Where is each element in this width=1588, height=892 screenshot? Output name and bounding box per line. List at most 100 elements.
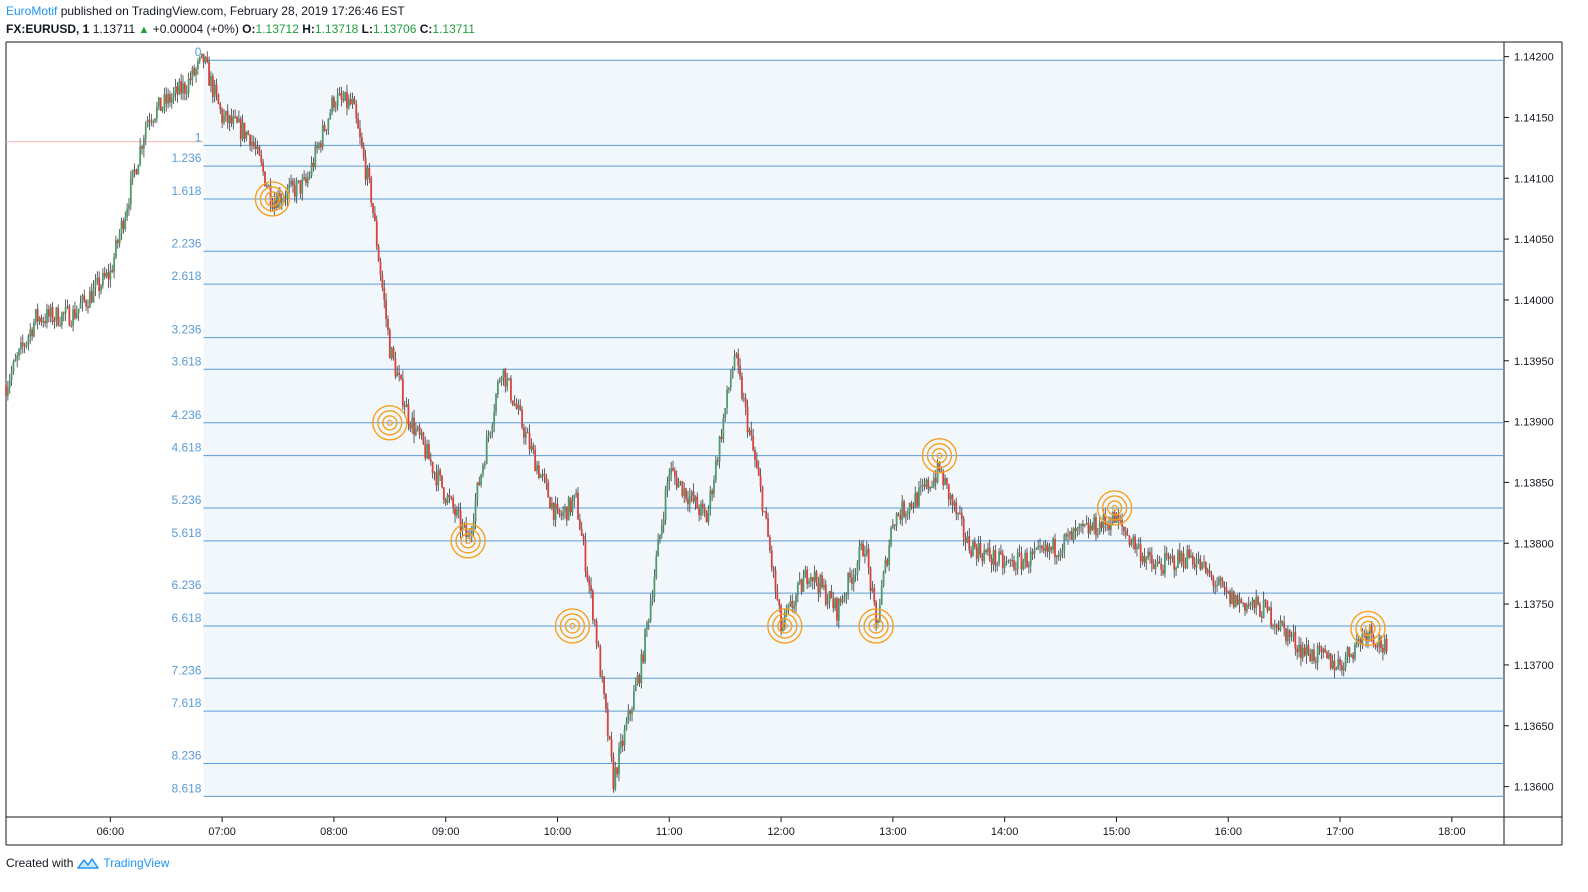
candle-body [653, 576, 656, 598]
price-axis[interactable]: 1.14200 1.14150 1.14100 1.14050 1.14000 1.139… [1504, 52, 1554, 794]
candle-body [215, 84, 218, 95]
candle-body [815, 571, 818, 584]
candle-body [1273, 624, 1276, 627]
candle-body [113, 257, 115, 272]
candle-body [577, 492, 579, 520]
candle-body [770, 550, 773, 568]
target-ring [382, 415, 398, 431]
candle-body [856, 562, 859, 575]
candle-body [163, 94, 166, 108]
candle-body [530, 445, 533, 450]
candle-body [230, 115, 233, 124]
candle-body [370, 177, 373, 204]
candle-body [120, 220, 123, 234]
time-tick-label: 17:00 [1326, 826, 1354, 838]
candle-body [569, 497, 572, 513]
candle-body [383, 287, 386, 301]
price-tick-label: 1.14000 [1514, 295, 1554, 307]
candle-body [381, 275, 384, 288]
candle-body [990, 558, 993, 565]
candle-body [409, 423, 412, 429]
candle-body [575, 492, 578, 495]
candle-body [1000, 551, 1002, 554]
fib-labels: 0 1 1.236 1.618 2.236 2.618 3.236 3.618 4.236 4.6… [171, 45, 201, 795]
candle-body [660, 525, 663, 535]
candle-body [355, 104, 358, 119]
candle-body [241, 122, 244, 139]
candle-body [111, 270, 114, 272]
candle-body [431, 462, 434, 474]
price-change: +0.00004 (+0%) [152, 22, 239, 36]
author-link[interactable]: EuroMotif [6, 4, 58, 18]
fib-level-label: 5.618 [171, 526, 201, 540]
candle-body [1367, 633, 1369, 642]
tradingview-link[interactable]: TradingView [103, 856, 170, 870]
candle-body [1262, 599, 1265, 619]
candle-body [411, 417, 414, 429]
candle-body [224, 110, 227, 116]
candle-body [925, 479, 928, 487]
candle-body [1322, 648, 1325, 653]
candle-body [914, 492, 917, 508]
candle-body [1251, 599, 1254, 603]
candle-body [796, 583, 799, 596]
candle-body [809, 577, 812, 581]
candle-body [14, 359, 17, 362]
candle-body [573, 494, 576, 501]
tradingview-logo-icon [77, 858, 100, 869]
candle-body [310, 162, 313, 176]
fib-band [203, 678, 1504, 712]
candle-body [1011, 559, 1014, 561]
fib-level-label: 4.618 [171, 441, 201, 455]
candle-body [1188, 549, 1191, 558]
candle-body [864, 553, 866, 557]
candle-body [27, 336, 30, 343]
candle-body [200, 53, 203, 58]
candle-body [146, 119, 149, 127]
candle-body [1078, 525, 1081, 528]
candle-body [60, 312, 63, 326]
candle-body [1178, 550, 1181, 562]
candle-body [571, 500, 574, 513]
candle-body [804, 569, 807, 578]
candle-body [742, 398, 745, 400]
open-label: O: [242, 22, 256, 36]
candle-body [755, 459, 758, 468]
candle-body [398, 372, 401, 375]
candle-body [947, 483, 950, 500]
candle-body [646, 622, 648, 629]
candle-body [1137, 544, 1140, 546]
candle-body [1059, 553, 1062, 557]
candle-body [1348, 647, 1351, 657]
candle-body [92, 287, 95, 303]
fib-band [203, 60, 1504, 146]
fib-band [203, 455, 1504, 508]
candle-body [20, 342, 22, 350]
candle-body [368, 167, 371, 178]
up-triangle-icon: ▲ [138, 24, 150, 36]
candle-body [1085, 522, 1088, 525]
candle-body [347, 99, 350, 108]
candle-body [465, 523, 468, 538]
candle-body [537, 465, 540, 478]
candle-body [603, 676, 605, 695]
candle-body [1065, 534, 1068, 537]
candle-body [1259, 604, 1261, 617]
candle-body [170, 97, 173, 103]
target-marker [858, 608, 894, 644]
candle-body [1007, 560, 1010, 562]
candle-body [1095, 517, 1097, 536]
candle-body [543, 474, 546, 478]
candle-body [265, 186, 268, 188]
target-marker [1350, 610, 1386, 647]
candle-body [390, 347, 393, 359]
candle-body [327, 118, 330, 130]
candle-body [416, 426, 419, 429]
candle-body [126, 208, 129, 218]
target-ring [767, 608, 803, 644]
candle-body [817, 583, 820, 594]
time-axis[interactable]: 06:00 07:00 08:00 09:00 10:00 11:00 12:00 13:00… [97, 817, 1466, 838]
candle-body [891, 524, 894, 529]
candle-body [498, 380, 501, 382]
